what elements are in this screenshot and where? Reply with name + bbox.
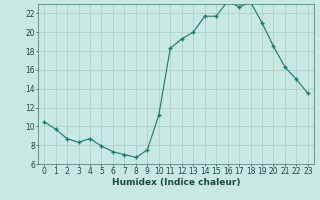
- X-axis label: Humidex (Indice chaleur): Humidex (Indice chaleur): [112, 178, 240, 187]
